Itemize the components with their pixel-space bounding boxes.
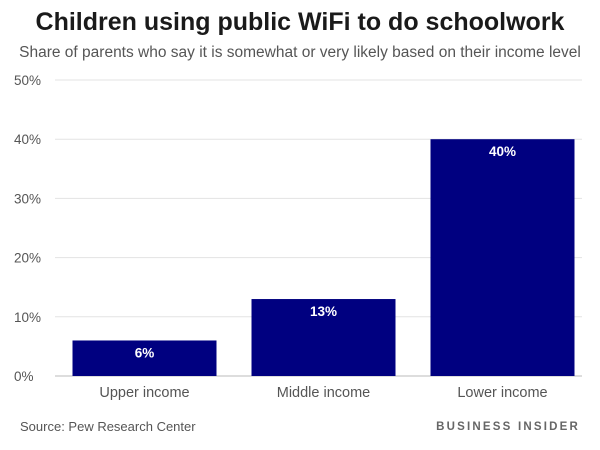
brand-logo-text: BUSINESS INSIDER [436,421,580,433]
x-tick-label: Upper income [99,385,189,401]
y-tick-label: 50% [14,73,41,88]
y-tick-label: 40% [14,132,41,147]
data-label: 6% [135,345,155,360]
y-tick-label: 30% [14,191,41,206]
y-tick-label: 20% [14,251,41,266]
x-tick-label: Middle income [277,385,371,401]
chart-title: Children using public WiFi to do schoolw… [35,8,565,36]
chart-subtitle: Share of parents who say it is somewhat … [19,44,581,61]
bar [72,340,217,376]
source-note: Source: Pew Research Center [20,419,196,434]
bar [430,139,575,376]
y-tick-label: 0% [14,369,34,384]
data-label: 13% [310,304,337,319]
bar [251,299,396,376]
data-label: 40% [489,144,516,159]
x-tick-label: Lower income [457,385,547,401]
y-tick-label: 10% [14,310,41,325]
